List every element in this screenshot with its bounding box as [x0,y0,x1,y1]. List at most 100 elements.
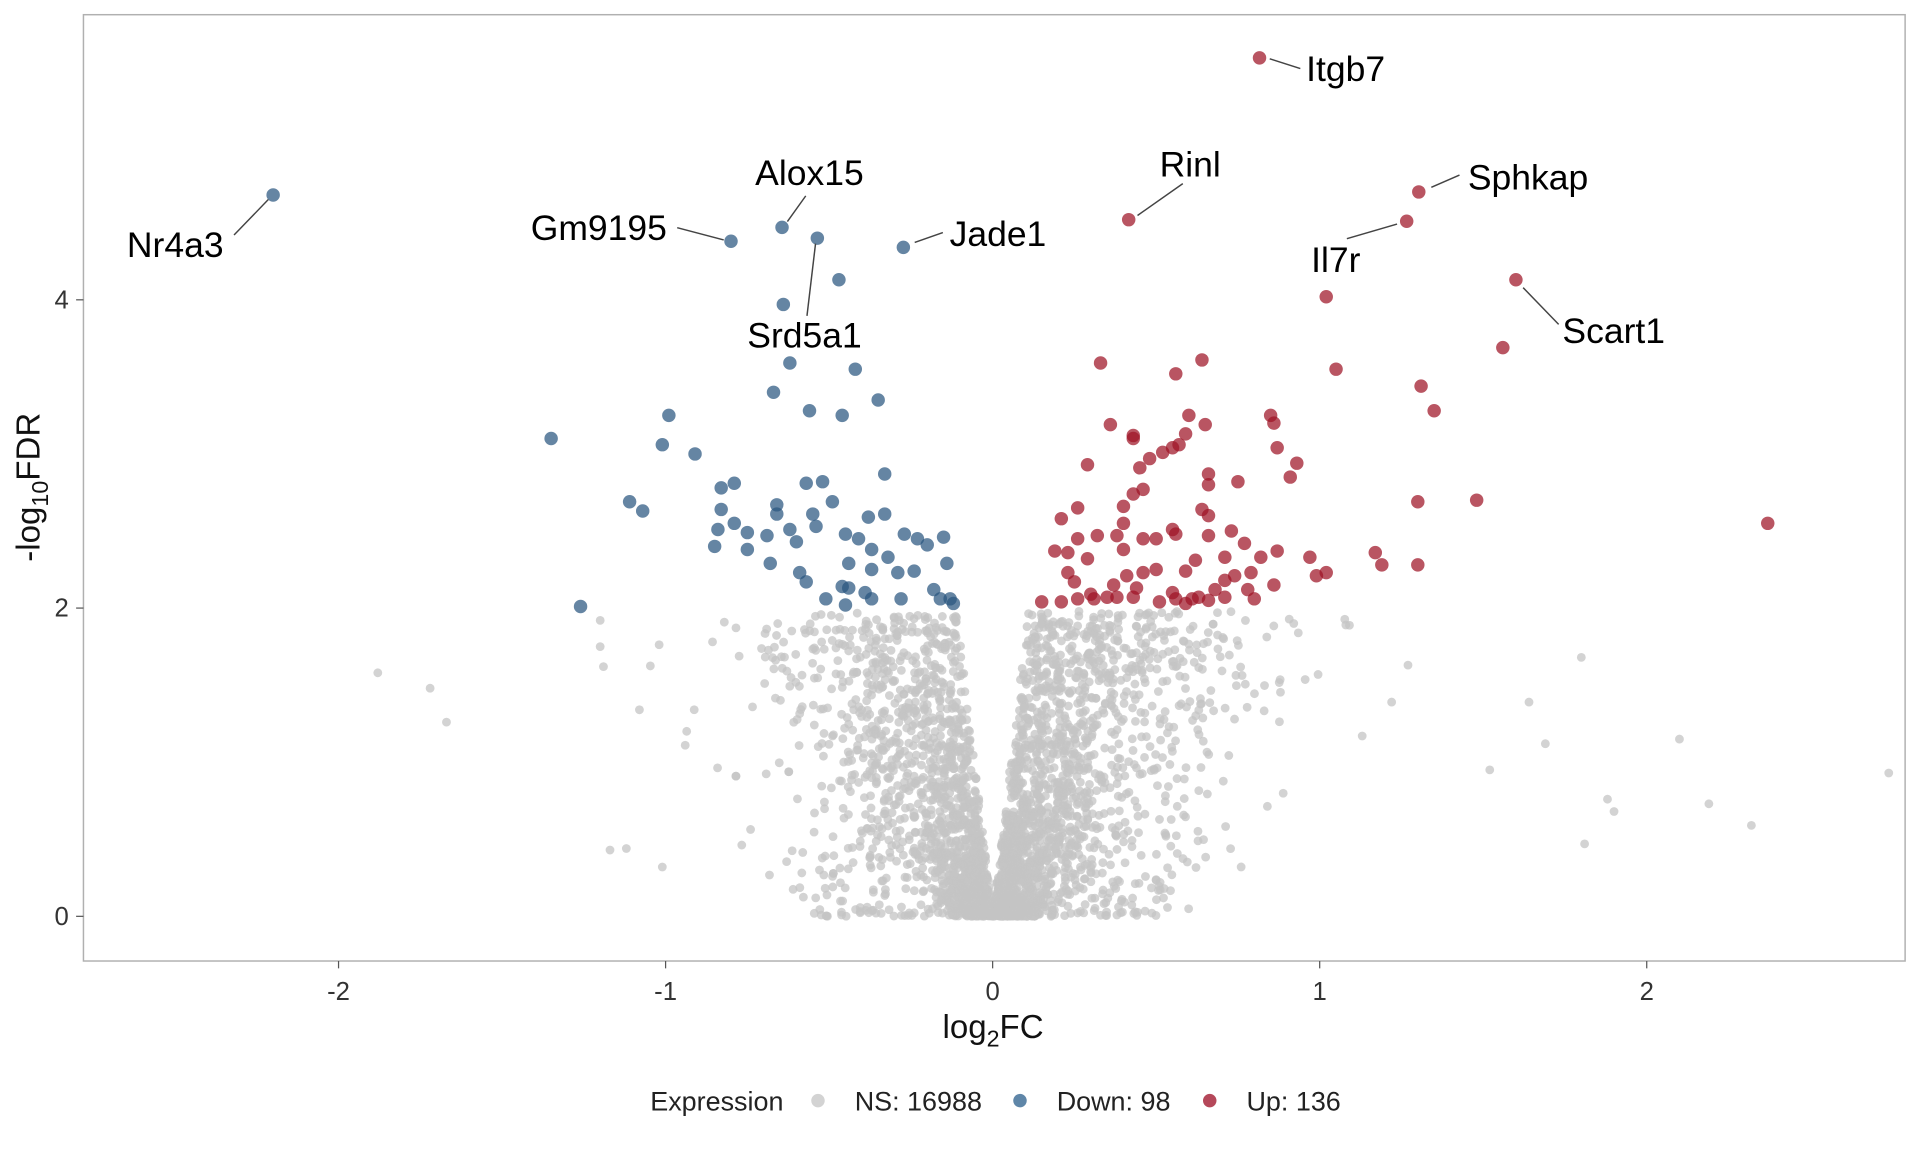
ns-point [1172,849,1182,858]
y-axis-title: -log10FDR [10,413,53,562]
ns-point [926,632,935,642]
gene-label-rinl: Rinl [1160,144,1221,184]
ns-point [819,751,828,761]
gene-label-jade1: Jade1 [950,214,1047,254]
ns-points [373,606,1894,921]
ns-point [805,619,815,629]
ns-point [952,643,962,653]
ns-point [837,907,846,917]
down-point [688,447,702,461]
ns-point [944,871,954,881]
ns-point [1083,626,1093,636]
ns-point [1387,697,1397,707]
ns-point [874,900,884,910]
ns-point [1053,897,1063,907]
down-point [815,474,830,489]
ns-point [857,626,867,636]
ns-point [817,781,827,791]
ns-point [859,633,868,642]
ns-point [926,796,936,805]
ns-point [748,702,757,712]
ns-point [1181,684,1190,693]
ns-point [894,738,904,748]
ns-point [1060,911,1070,921]
ns-point [1147,908,1157,918]
ns-point [1015,893,1025,903]
ns-point [1184,904,1194,914]
ns-point [922,700,932,710]
ns-point [913,610,923,620]
ns-point [1156,735,1166,745]
ns-point [773,619,783,628]
ns-point [1088,723,1098,732]
ns-point [719,617,729,627]
ns-point [1092,647,1102,657]
ns-point [878,745,887,755]
up-point [1106,578,1121,592]
ns-point [940,643,950,652]
ns-point [1046,833,1055,843]
down-point [799,476,813,490]
ns-point [926,743,936,753]
ns-point [1178,854,1188,863]
ns-point [1112,779,1122,789]
ns-point [621,844,631,853]
ns-point [809,643,819,653]
ns-point [761,769,771,779]
up-point [1126,487,1141,501]
up-point [1126,590,1141,605]
ns-point [897,902,906,912]
ns-point [1609,807,1619,816]
ns-point [1041,681,1051,691]
ns-point [827,684,836,694]
ns-point [1203,628,1213,637]
ns-point [1021,677,1030,687]
ns-point [772,631,781,640]
ns-point [1178,636,1188,646]
ns-point [1078,690,1088,700]
ns-point [998,898,1007,907]
ns-point [861,616,871,626]
ns-point [986,911,996,921]
up-point [1283,470,1297,484]
down-point [770,498,784,512]
ns-point [855,836,865,846]
ns-point [951,715,960,724]
up-point [1270,544,1284,558]
ns-point [1086,877,1096,887]
ns-point [1111,831,1121,841]
up-point [1061,545,1075,560]
ns-point [965,744,975,754]
ns-point [816,610,826,619]
ns-point [1167,742,1177,752]
ns-point [1124,787,1134,797]
ns-point [872,680,882,690]
ns-point [1289,619,1299,628]
ns-point [936,722,946,732]
ns-point [1034,671,1044,681]
ns-point [1130,907,1140,917]
ns-point [808,700,818,710]
down-point [727,516,742,531]
ns-point [899,618,909,628]
ns-point [1094,774,1103,784]
ns-point [876,715,886,725]
up-point [1133,461,1147,475]
ns-point [682,726,692,736]
ns-point [848,625,857,635]
ns-point [1108,877,1118,887]
ns-point [1159,631,1169,641]
ns-point [816,704,826,714]
ns-point [813,673,823,683]
up-point [1218,590,1232,605]
ns-point [970,884,980,894]
x-tick-label: 2 [1640,978,1654,1006]
up-point [1188,553,1203,568]
gene-label-alox15: Alox15 [755,153,864,193]
ns-point [1112,845,1122,854]
ns-point [817,853,827,863]
ns-point [1120,858,1130,868]
up-point [1267,578,1281,592]
ns-point [1145,742,1155,751]
ns-point [1030,911,1039,921]
